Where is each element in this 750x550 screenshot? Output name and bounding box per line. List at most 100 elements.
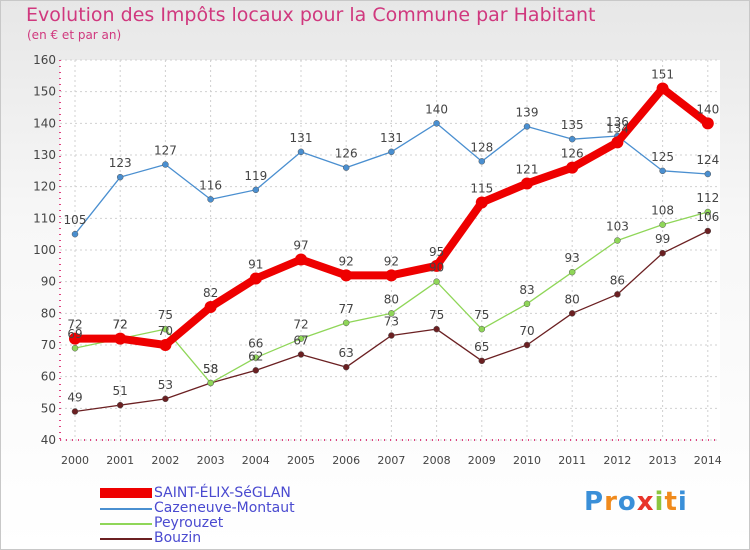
series-point-2 bbox=[297, 335, 305, 342]
series-point-0 bbox=[159, 339, 172, 351]
data-label: 135 bbox=[561, 118, 584, 132]
y-tick-label: 50 bbox=[41, 401, 56, 415]
y-tick-label: 60 bbox=[41, 370, 56, 384]
data-label: 105 bbox=[64, 213, 87, 227]
series-point-3 bbox=[388, 332, 395, 339]
data-label: 151 bbox=[651, 68, 674, 82]
data-label: 90 bbox=[429, 261, 444, 275]
data-label: 95 bbox=[429, 245, 444, 259]
data-label: 123 bbox=[109, 156, 132, 170]
data-label: 73 bbox=[384, 315, 399, 329]
data-label: 136 bbox=[606, 115, 629, 129]
x-tick-label: 2014 bbox=[694, 454, 722, 467]
data-label: 119 bbox=[244, 169, 267, 183]
series-point-2 bbox=[568, 268, 576, 276]
data-label: 106 bbox=[696, 210, 719, 224]
chart-title: Evolution des Impôts locaux pour la Comm… bbox=[26, 4, 596, 26]
data-label: 75 bbox=[158, 308, 173, 322]
x-tick-label: 2009 bbox=[468, 454, 496, 467]
x-tick-label: 2005 bbox=[287, 454, 315, 467]
data-label: 58 bbox=[203, 362, 218, 376]
series-point-3 bbox=[568, 310, 576, 317]
proxiti-logo: Proxiti bbox=[584, 487, 688, 517]
data-label: 75 bbox=[429, 308, 444, 322]
series-point-0 bbox=[204, 301, 217, 313]
data-label: 103 bbox=[606, 220, 629, 234]
series-point-2 bbox=[433, 278, 440, 285]
series-point-1 bbox=[388, 148, 395, 156]
data-label: 131 bbox=[290, 131, 313, 145]
data-label: 91 bbox=[248, 258, 263, 272]
series-point-1 bbox=[704, 170, 712, 178]
series-point-2 bbox=[252, 354, 260, 361]
data-label: 126 bbox=[335, 147, 358, 161]
series-point-0 bbox=[521, 177, 533, 190]
series-point-3 bbox=[704, 227, 712, 235]
x-tick-label: 2011 bbox=[558, 454, 586, 467]
data-label: 86 bbox=[610, 273, 625, 287]
data-label: 115 bbox=[470, 182, 493, 196]
series-point-3 bbox=[614, 291, 621, 298]
x-tick-label: 2001 bbox=[106, 454, 134, 467]
series-point-1 bbox=[207, 196, 214, 203]
legend-label: SAINT-ÉLIX-SéGLAN bbox=[154, 485, 291, 501]
x-tick-label: 2007 bbox=[377, 454, 405, 467]
data-label: 72 bbox=[113, 318, 128, 332]
y-tick-label: 40 bbox=[41, 433, 56, 447]
y-tick-label: 70 bbox=[41, 338, 56, 352]
x-tick-label: 2004 bbox=[242, 454, 270, 467]
data-label: 134 bbox=[606, 121, 629, 135]
legend-swatch bbox=[100, 538, 152, 540]
data-label: 53 bbox=[158, 378, 173, 392]
series-point-0 bbox=[701, 117, 714, 130]
data-label: 49 bbox=[67, 391, 82, 405]
data-label: 92 bbox=[384, 254, 399, 268]
data-label: 72 bbox=[113, 318, 128, 332]
legend-swatch bbox=[100, 523, 152, 525]
series-point-1 bbox=[433, 120, 440, 127]
series-point-2 bbox=[162, 325, 169, 333]
series-point-3 bbox=[433, 325, 440, 333]
y-tick-label: 100 bbox=[33, 243, 56, 257]
series-point-0 bbox=[566, 161, 579, 174]
series-point-2 bbox=[342, 319, 350, 327]
data-label: 83 bbox=[519, 283, 534, 297]
series-point-3 bbox=[342, 363, 350, 371]
y-tick-label: 90 bbox=[41, 275, 56, 289]
legend-swatch bbox=[100, 488, 152, 498]
series-point-0 bbox=[249, 272, 262, 285]
series-point-0 bbox=[295, 253, 307, 266]
data-label: 121 bbox=[516, 163, 539, 177]
series-point-1 bbox=[523, 123, 531, 130]
data-label: 62 bbox=[248, 349, 263, 363]
data-label: 92 bbox=[339, 254, 354, 268]
data-label: 69 bbox=[67, 327, 82, 341]
data-label: 72 bbox=[293, 318, 308, 332]
x-tick-label: 2002 bbox=[151, 454, 179, 467]
data-label: 127 bbox=[154, 144, 177, 158]
series-point-0 bbox=[656, 82, 669, 95]
data-label: 125 bbox=[651, 150, 674, 164]
y-tick-label: 130 bbox=[33, 148, 56, 162]
series-point-3 bbox=[252, 367, 260, 374]
series-point-2 bbox=[523, 300, 531, 308]
data-label: 75 bbox=[474, 308, 489, 322]
series-point-3 bbox=[478, 357, 486, 365]
data-label: 140 bbox=[425, 102, 448, 116]
series-point-3 bbox=[162, 395, 169, 403]
series-point-2 bbox=[614, 237, 621, 244]
x-tick-label: 2013 bbox=[649, 454, 677, 467]
y-tick-label: 160 bbox=[33, 53, 56, 67]
series-point-0 bbox=[340, 269, 353, 282]
data-label: 99 bbox=[655, 232, 670, 246]
data-label: 70 bbox=[519, 324, 534, 338]
series-point-0 bbox=[611, 136, 624, 149]
data-label: 93 bbox=[565, 251, 580, 265]
y-tick-label: 110 bbox=[33, 211, 56, 225]
series-point-1 bbox=[162, 161, 169, 168]
series-point-2 bbox=[388, 310, 395, 317]
series-point-0 bbox=[114, 332, 127, 345]
data-label: 139 bbox=[516, 106, 539, 120]
series-point-1 bbox=[297, 148, 305, 156]
